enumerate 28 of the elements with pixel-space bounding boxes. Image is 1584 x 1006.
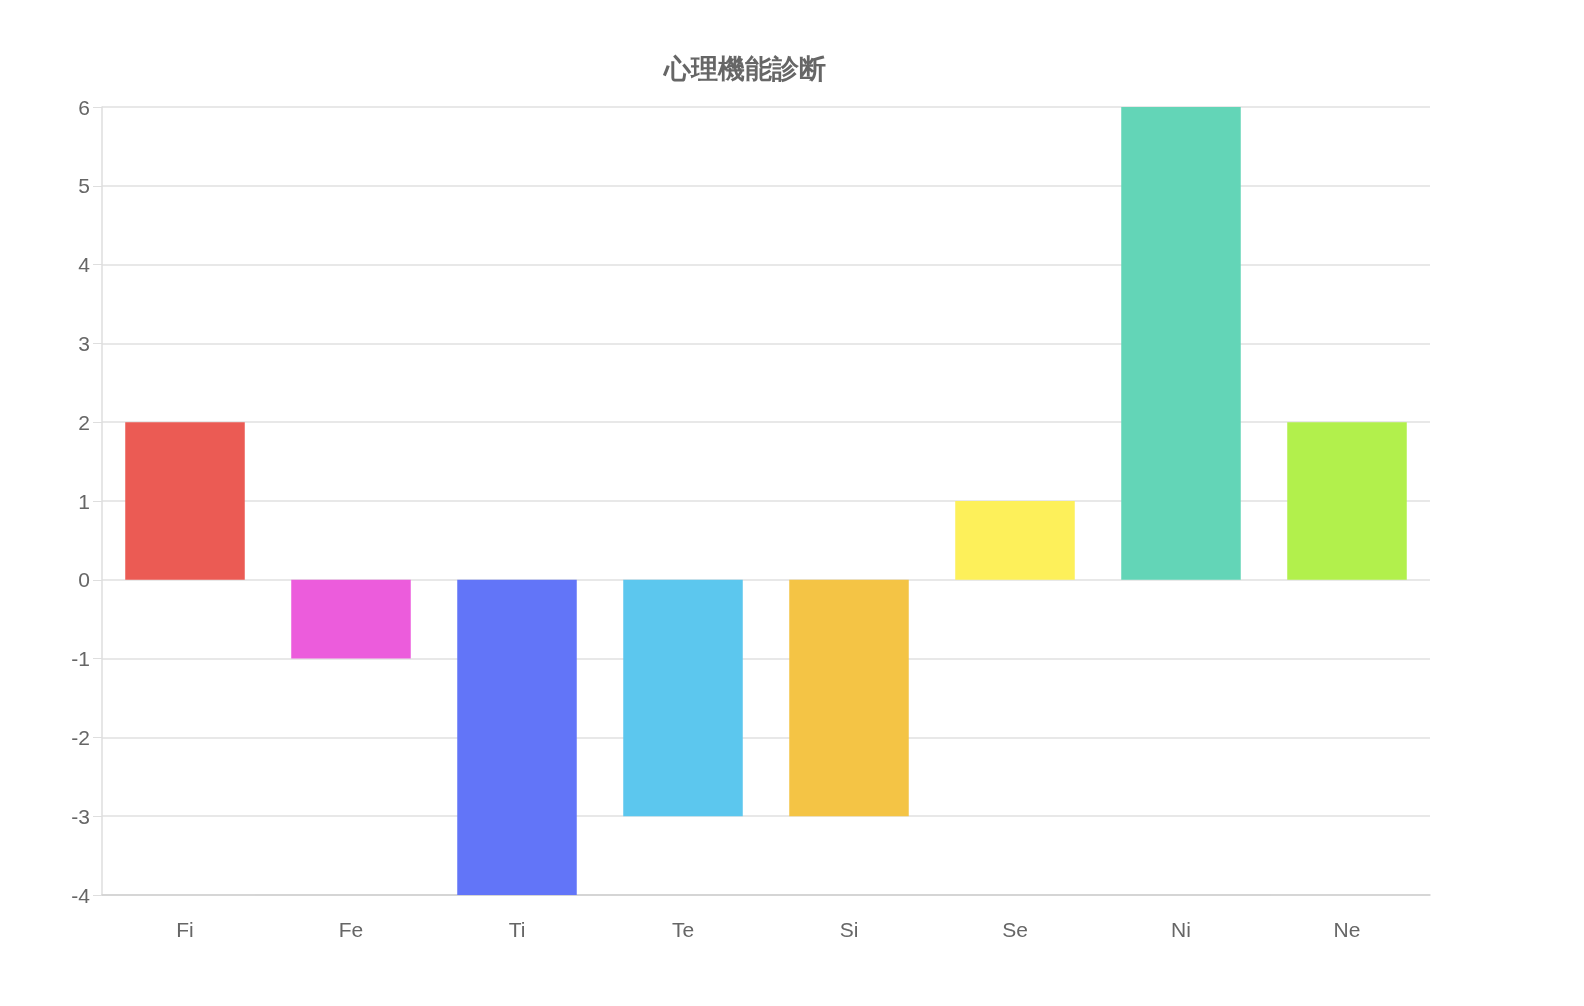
bar — [1287, 422, 1407, 580]
chart-title: 心理機能診断 — [662, 53, 826, 84]
y-tick-label: 0 — [78, 568, 90, 592]
y-tick-label: -1 — [71, 647, 90, 671]
x-tick-label: Ti — [508, 918, 526, 941]
y-tick-label: 4 — [78, 253, 91, 277]
bar — [789, 579, 909, 817]
y-tick-label: -3 — [71, 804, 90, 828]
bar — [125, 422, 245, 580]
y-tick-label: -2 — [71, 725, 90, 749]
x-tick-label: Se — [1002, 918, 1028, 941]
bar — [623, 579, 743, 817]
bar — [457, 579, 577, 895]
y-tick-label: 1 — [78, 489, 90, 513]
x-tick-label: Fe — [338, 918, 364, 941]
x-tick-label: Fi — [176, 918, 194, 941]
y-tick-label: -4 — [71, 883, 91, 907]
y-tick-label: 2 — [78, 410, 90, 434]
x-tick-label: Te — [671, 918, 695, 941]
bar — [1121, 107, 1241, 580]
x-tick-label: Si — [839, 918, 859, 941]
y-tick-label: 5 — [78, 174, 90, 198]
x-tick-label: Ne — [1333, 918, 1361, 941]
y-tick-label: 3 — [78, 331, 90, 355]
x-tick-label: Ni — [1171, 918, 1191, 941]
bar — [291, 579, 411, 659]
bar — [955, 501, 1075, 580]
y-tick-label: 6 — [78, 95, 90, 119]
